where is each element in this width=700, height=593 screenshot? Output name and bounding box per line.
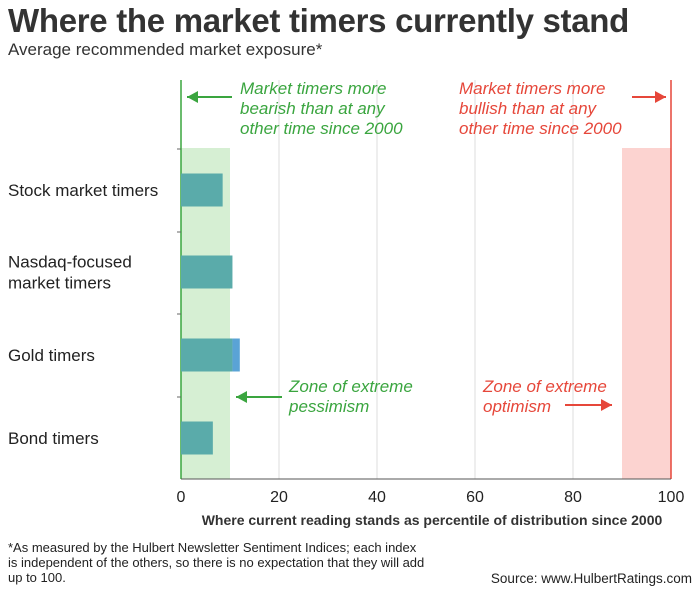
x-axis-label: Where current reading stands as percenti… — [202, 512, 663, 528]
annotation-bearish-line-2: other time since 2000 — [240, 119, 403, 138]
x-tick-label-1: 20 — [270, 489, 288, 506]
annotation-bullish-line-0: Market timers more — [459, 79, 605, 98]
category-label-0: Stock market timers — [8, 181, 158, 200]
chart-title: Where the market timers currently stand — [8, 2, 630, 39]
footnote: *As measured by the Hulbert Newsletter S… — [8, 540, 425, 585]
bar-3 — [181, 421, 213, 455]
zone-band-1 — [622, 148, 671, 479]
category-label-0-line-0: Stock market timers — [8, 181, 158, 200]
annotation-bearish-line-0: Market timers more — [240, 79, 386, 98]
zone-label-optimism-line-1: optimism — [483, 397, 551, 416]
category-label-2: Gold timers — [8, 346, 95, 365]
bar-2-segment — [232, 338, 240, 372]
bar-1 — [181, 255, 233, 289]
zone-label-pessimism-line-0: Zone of extreme — [288, 377, 413, 396]
zone-label-optimism: Zone of extreme optimism — [482, 377, 607, 416]
x-tick-label-4: 80 — [564, 489, 582, 506]
arrow-pessimism-head — [236, 391, 247, 403]
category-label-3: Bond timers — [8, 429, 99, 448]
zone-label-pessimism: Zone of extreme pessimism — [288, 377, 413, 416]
annotation-bullish: Market timers more bullish than at any oth… — [459, 79, 622, 138]
category-label-1: Nasdaq-focused market timers — [8, 253, 132, 293]
x-tick-label-0: 0 — [177, 489, 186, 506]
arrow-bearish-head — [187, 91, 198, 103]
category-label-1-line-1: market timers — [8, 274, 111, 293]
x-tick-label-3: 60 — [466, 489, 484, 506]
zone-label-optimism-line-0: Zone of extreme — [482, 377, 607, 396]
category-label-3-line-0: Bond timers — [8, 429, 99, 448]
arrow-optimism-head — [601, 399, 612, 411]
bar-0 — [181, 173, 223, 207]
x-tick-label-2: 40 — [368, 489, 386, 506]
category-label-2-line-0: Gold timers — [8, 346, 95, 365]
arrow-bullish-head — [655, 91, 666, 103]
x-tick-label-5: 100 — [658, 489, 685, 506]
source-credit: Source: www.HulbertRatings.com — [490, 571, 692, 586]
zone-label-pessimism-line-1: pessimism — [288, 397, 369, 416]
category-label-1-line-0: Nasdaq-focused — [8, 253, 132, 272]
annotation-bearish: Market timers more bearish than at any oth… — [240, 79, 403, 138]
annotation-bullish-line-2: other time since 2000 — [459, 119, 622, 138]
annotation-bearish-line-1: bearish than at any — [240, 99, 386, 118]
chart-subtitle: Average recommended market exposure* — [8, 40, 323, 59]
annotation-bullish-line-1: bullish than at any — [459, 99, 598, 118]
bar-2 — [181, 338, 233, 372]
